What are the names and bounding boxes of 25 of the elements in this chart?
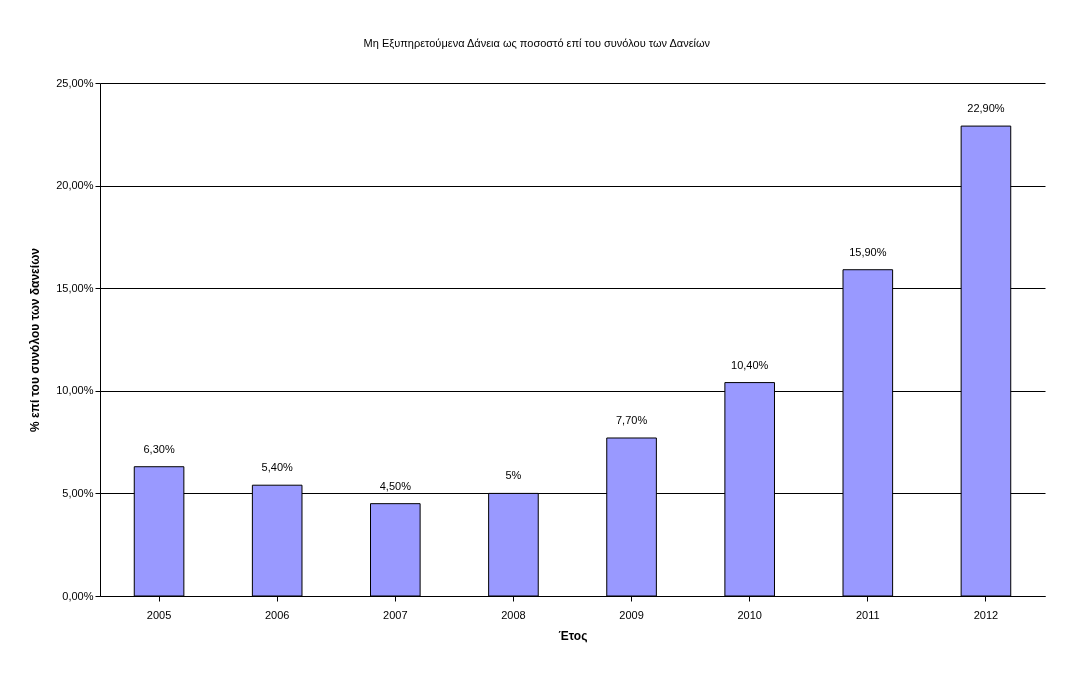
y-tick-label: 20,00% [56, 179, 94, 192]
y-tick-label: 10,00% [56, 384, 94, 397]
data-label: 5% [505, 469, 522, 482]
x-tick-label: 2009 [619, 608, 644, 621]
x-tick-label: 2005 [146, 608, 172, 621]
data-label: 15,90% [849, 245, 887, 258]
data-label: 10,40% [731, 358, 769, 371]
data-label: 7,70% [615, 414, 648, 426]
x-tick-label: 2006 [264, 608, 290, 621]
data-label: 5,40% [261, 461, 293, 474]
x-tick-label: 2011 [855, 608, 880, 621]
x-tick-label: 2007 [383, 608, 408, 621]
data-label: 22,90% [967, 102, 1005, 115]
x-tick-label: 2008 [501, 608, 526, 621]
y-tick-label: 25,00% [56, 76, 94, 89]
y-tick-label: 15,00% [56, 281, 94, 294]
y-tick-label: 0,00% [62, 589, 94, 602]
data-label: 6,30% [143, 442, 175, 455]
x-axis-title: Έτος [558, 628, 588, 643]
y-tick-label: 5,00% [62, 486, 94, 499]
y-axis-title: % επί του συνόλου των δανείων [28, 247, 43, 432]
data-label: 4,50% [379, 479, 412, 492]
chart-title: Μη Εξυπηρετούμενα Δάνεια ως ποσοστό επί του συνόλου των Δανείων [363, 37, 711, 49]
x-tick-label: 2012 [973, 608, 999, 621]
x-tick-label: 2010 [737, 608, 762, 621]
